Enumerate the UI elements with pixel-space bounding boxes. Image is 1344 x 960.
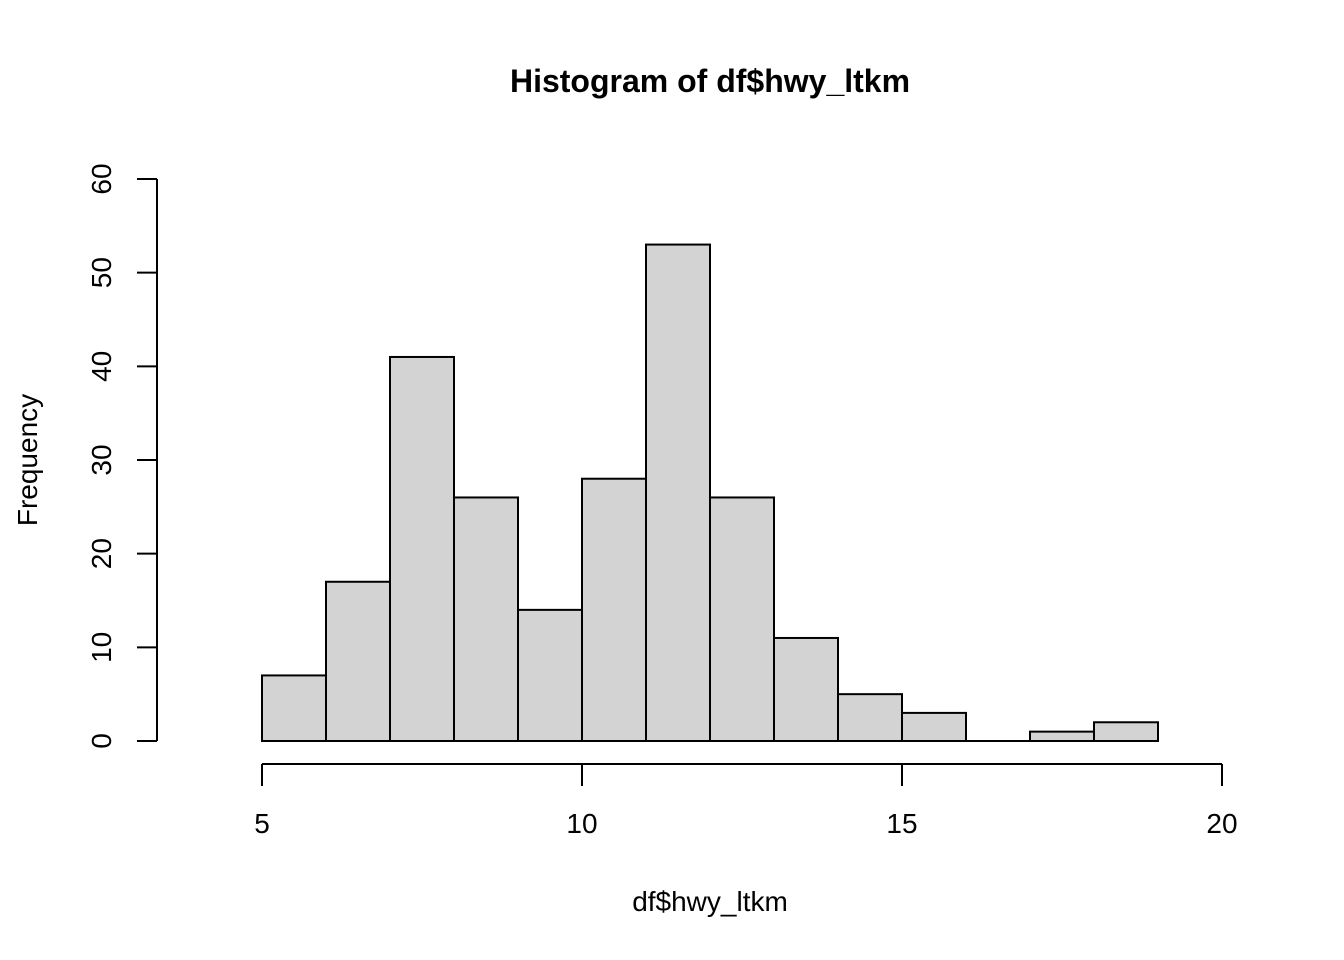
histogram-bar (1029, 730, 1095, 743)
histogram-bar (325, 580, 391, 742)
histogram-bar (261, 674, 327, 743)
histogram-bar (389, 355, 455, 742)
histogram-bar (453, 496, 519, 743)
y-tick-label: 10 (86, 632, 117, 663)
x-tick-label: 20 (1206, 808, 1237, 839)
histogram-bar (645, 243, 711, 742)
x-tick-label: 5 (254, 808, 270, 839)
y-tick-label: 30 (86, 444, 117, 475)
chart-title: Histogram of df$hwy_ltkm (510, 63, 910, 99)
histogram-bar (837, 693, 903, 743)
histogram-bar (709, 496, 775, 743)
y-tick-label: 60 (86, 163, 117, 194)
y-axis-label: Frequency (12, 394, 43, 526)
histogram-bar (581, 477, 647, 742)
x-axis: 5 10 15 20 (254, 763, 1238, 839)
histogram-bar (773, 636, 839, 743)
x-tick-label: 15 (886, 808, 917, 839)
x-axis-label: df$hwy_ltkm (632, 886, 788, 917)
histogram-bar (901, 711, 967, 743)
y-axis: 0 10 20 30 40 50 60 (86, 163, 158, 749)
y-tick-label: 20 (86, 538, 117, 569)
histogram-bar (1093, 721, 1159, 742)
y-tick-label: 40 (86, 351, 117, 382)
bars-group (261, 243, 1159, 743)
y-tick-label: 50 (86, 257, 117, 288)
x-tick-label: 10 (566, 808, 597, 839)
histogram-bar (517, 608, 583, 742)
y-tick-label: 0 (86, 733, 117, 749)
